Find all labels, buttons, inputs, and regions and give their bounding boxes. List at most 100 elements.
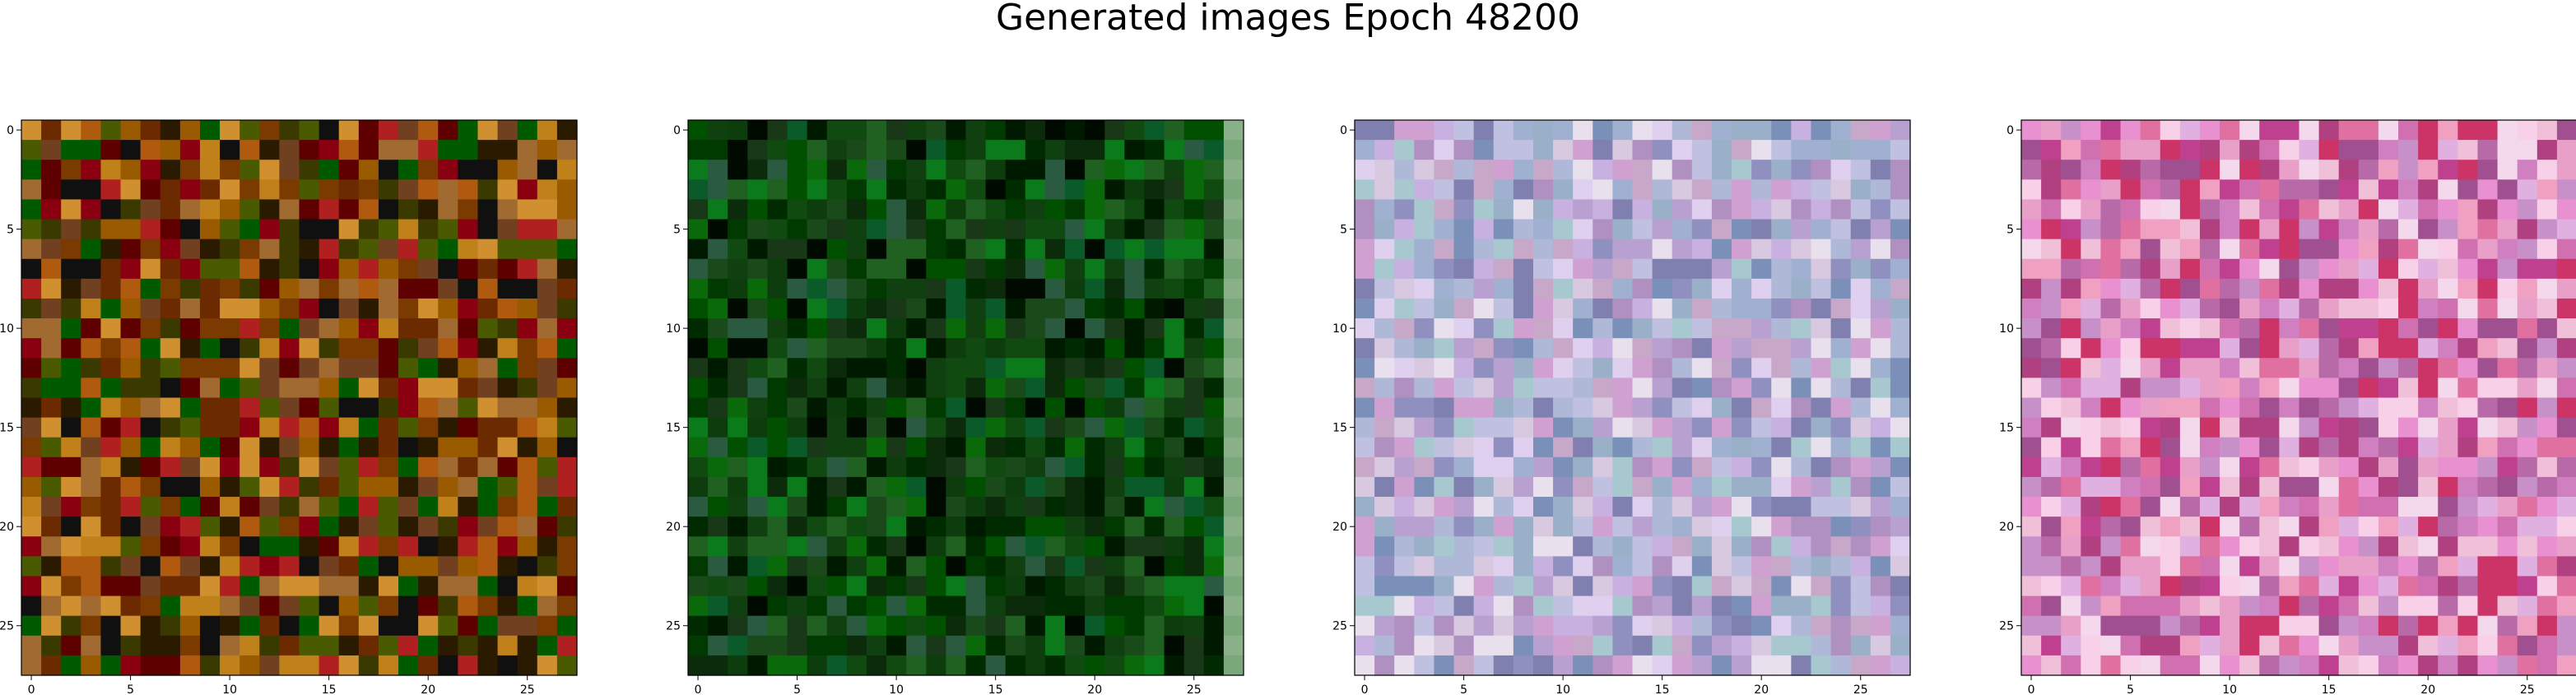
pixel-cell bbox=[2081, 556, 2102, 577]
pixel-cell bbox=[1414, 437, 1435, 458]
pixel-cell bbox=[1593, 556, 1613, 577]
pixel-cell bbox=[1593, 655, 1613, 676]
pixel-cell bbox=[199, 318, 221, 339]
pixel-cell bbox=[1394, 338, 1415, 359]
pixel-cell bbox=[477, 160, 499, 180]
pixel-cell bbox=[477, 655, 499, 676]
pixel-cell bbox=[2061, 239, 2081, 260]
pixel-cell bbox=[41, 199, 62, 220]
pixel-cell bbox=[2021, 615, 2042, 637]
pixel-cell bbox=[2279, 497, 2300, 517]
pixel-cell bbox=[1414, 338, 1435, 359]
pixel-cell bbox=[2497, 338, 2518, 359]
pixel-cell bbox=[1124, 120, 1146, 141]
pixel-cell bbox=[81, 239, 102, 260]
pixel-cell bbox=[2497, 635, 2518, 656]
pixel-cell bbox=[179, 318, 201, 339]
pixel-cell bbox=[866, 615, 887, 637]
pixel-cell bbox=[2259, 635, 2280, 656]
pixel-cell bbox=[2338, 338, 2360, 359]
pixel-cell bbox=[1203, 140, 1225, 160]
pixel-cell bbox=[239, 120, 260, 141]
pixel-cell bbox=[747, 219, 769, 240]
pixel-cell bbox=[438, 556, 458, 577]
pixel-cell bbox=[418, 338, 439, 359]
pixel-cell bbox=[1453, 358, 1475, 378]
pixel-cell bbox=[1124, 358, 1146, 378]
pixel-cell bbox=[826, 378, 848, 399]
pixel-cell bbox=[319, 258, 340, 280]
pixel-cell bbox=[2239, 120, 2260, 141]
pixel-cell bbox=[985, 417, 1007, 438]
pixel-cell bbox=[1434, 635, 1455, 656]
pixel-cell bbox=[1223, 338, 1244, 359]
pixel-cell bbox=[1025, 358, 1046, 378]
pixel-cell bbox=[866, 140, 887, 160]
pixel-cell bbox=[2358, 358, 2379, 378]
pixel-cell bbox=[1203, 298, 1225, 319]
pixel-cell bbox=[708, 576, 728, 597]
pixel-cell bbox=[21, 298, 42, 319]
pixel-cell bbox=[1394, 556, 1415, 577]
pixel-cell bbox=[1771, 576, 1792, 597]
pixel-cell bbox=[1811, 476, 1832, 498]
pixel-cell bbox=[61, 397, 81, 419]
pixel-cell bbox=[61, 338, 81, 359]
pixel-cell bbox=[1065, 497, 1086, 517]
pixel-cell bbox=[279, 358, 300, 378]
pixel-cell bbox=[1771, 140, 1792, 160]
pixel-cell bbox=[1104, 258, 1125, 280]
pixel-cell bbox=[1025, 576, 1046, 597]
pixel-cell bbox=[378, 517, 399, 537]
pixel-cell bbox=[2120, 476, 2141, 498]
pixel-cell bbox=[2160, 318, 2181, 339]
pixel-cell bbox=[985, 655, 1007, 676]
pixel-cell bbox=[2378, 160, 2399, 180]
pixel-cell bbox=[1203, 655, 1225, 676]
pixel-cell bbox=[1005, 595, 1026, 617]
pixel-cell bbox=[1771, 517, 1792, 537]
pixel-cell bbox=[2536, 476, 2558, 498]
pixel-cell bbox=[1044, 298, 1066, 319]
pixel-cell bbox=[100, 239, 122, 260]
pixel-cell bbox=[1044, 318, 1066, 339]
pixel-cell bbox=[338, 536, 360, 557]
pixel-cell bbox=[1771, 239, 1792, 260]
pixel-cell bbox=[2378, 536, 2399, 557]
pixel-cell bbox=[926, 378, 946, 399]
pixel-cell bbox=[1414, 655, 1435, 676]
pixel-cell bbox=[458, 655, 479, 676]
pixel-cell bbox=[1771, 160, 1792, 180]
pixel-cell bbox=[2220, 239, 2240, 260]
pixel-cell bbox=[438, 615, 458, 637]
pixel-cell bbox=[1513, 338, 1534, 359]
pixel-cell bbox=[1672, 298, 1693, 319]
pixel-cell bbox=[2160, 160, 2181, 180]
pixel-cell bbox=[61, 556, 81, 577]
pixel-cell bbox=[378, 338, 399, 359]
pixel-cell bbox=[807, 219, 828, 240]
pixel-cell bbox=[926, 258, 946, 280]
pixel-cell bbox=[537, 318, 558, 339]
pixel-cell bbox=[2041, 655, 2062, 676]
pixel-cell bbox=[1573, 497, 1593, 517]
pixel-cell bbox=[2556, 576, 2576, 597]
pixel-cell bbox=[1223, 497, 1244, 517]
pixel-cell bbox=[179, 556, 201, 577]
pixel-cell bbox=[179, 517, 201, 537]
pixel-cell bbox=[338, 635, 360, 656]
pixel-cell bbox=[61, 140, 81, 160]
pixel-cell bbox=[747, 576, 769, 597]
pixel-cell bbox=[2338, 160, 2360, 180]
pixel-cell bbox=[1612, 437, 1634, 458]
pixel-cell bbox=[358, 536, 379, 557]
pixel-cell bbox=[1124, 536, 1146, 557]
pixel-cell bbox=[2438, 278, 2458, 299]
pixel-cell bbox=[688, 358, 709, 378]
pixel-cell bbox=[2160, 635, 2181, 656]
pixel-cell bbox=[1124, 476, 1146, 498]
pixel-cell bbox=[1104, 437, 1125, 458]
pixel-cell bbox=[2378, 497, 2399, 517]
y-tick-label: 0 bbox=[7, 124, 14, 137]
pixel-cell bbox=[1612, 556, 1634, 577]
